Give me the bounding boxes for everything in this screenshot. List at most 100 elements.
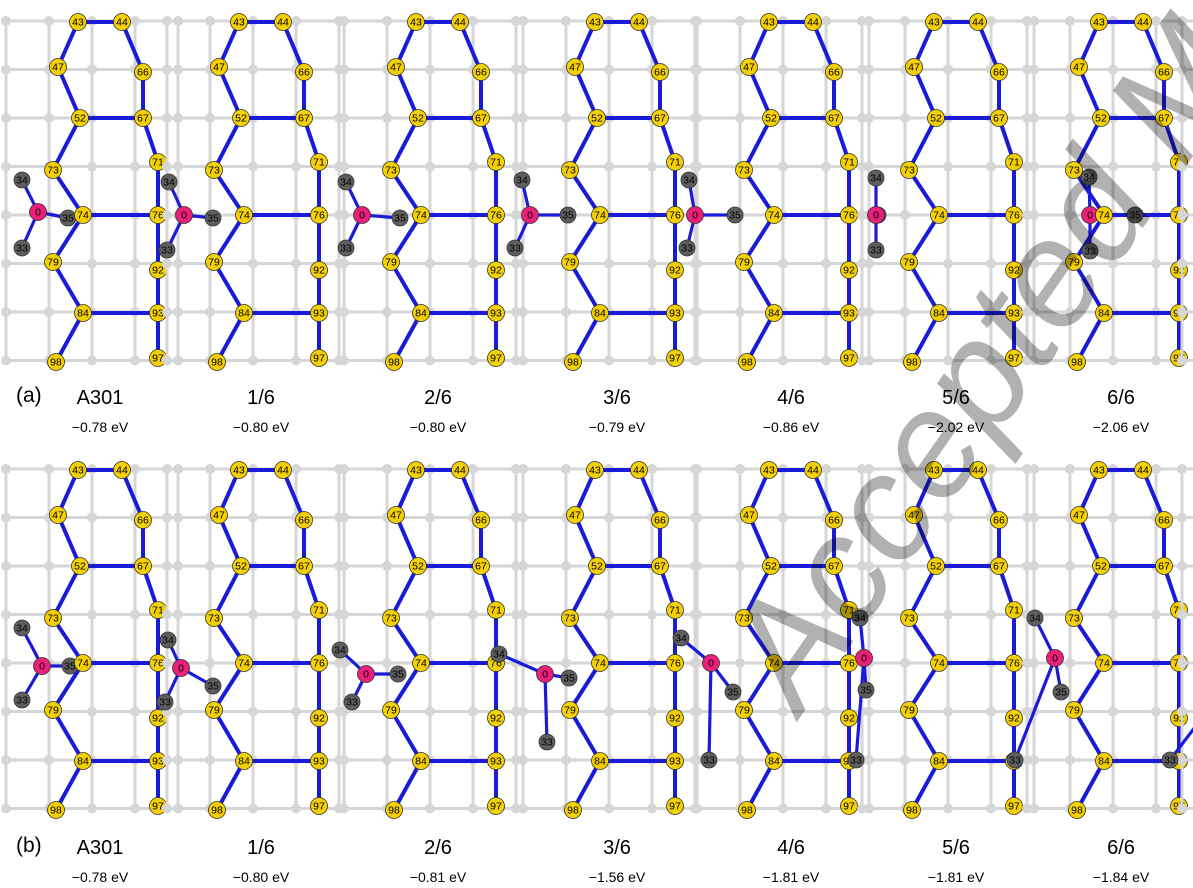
- lattice-atom: 98: [385, 801, 403, 819]
- lattice-atom-marker: [487, 601, 505, 619]
- grid-node: [821, 258, 831, 269]
- adsorbate-atom-marker: [855, 649, 873, 667]
- grid-node: [382, 561, 392, 571]
- ligand-atom: 34: [337, 173, 355, 191]
- lattice-atom-label: 76: [843, 210, 855, 222]
- adsorbate-bond: [707, 661, 713, 762]
- grid-node: [162, 16, 172, 26]
- grid-node: [1177, 113, 1187, 123]
- lattice-atom-label: 47: [213, 510, 225, 522]
- grid-node: [857, 464, 867, 474]
- lattice-atom-marker: [47, 801, 65, 819]
- adsorbate-atom-marker: [33, 657, 51, 675]
- lattice-atom-label: 98: [567, 805, 579, 817]
- ligand-atom: 33: [847, 751, 865, 769]
- ligand-atom-label: 33: [16, 695, 28, 707]
- lattice-atom-label: 79: [208, 257, 220, 269]
- grid-node: [291, 16, 301, 26]
- ligand-atom: 35: [1126, 206, 1144, 224]
- lattice-atom-marker: [451, 13, 469, 31]
- grid-node: [130, 609, 140, 620]
- grid-node: [511, 706, 521, 717]
- lattice-atom-label: 74: [415, 658, 427, 670]
- lattice-atom-marker: [990, 557, 1008, 575]
- background-grid: [339, 464, 521, 814]
- lattice-atom: 67: [472, 109, 490, 127]
- grid-node: [647, 803, 657, 814]
- lattice-atom: 71: [666, 153, 684, 171]
- lattice-atom-marker: [205, 253, 223, 271]
- lattice-atom-label: 73: [564, 165, 576, 177]
- lattice-atom-label: 52: [930, 113, 942, 125]
- lattice-bond: [976, 20, 1001, 74]
- lattice-atom-label: 92: [1173, 713, 1185, 725]
- lattice-atom-label: 74: [594, 658, 606, 670]
- lattice-atom: 47: [566, 506, 584, 524]
- grid-node: [382, 16, 392, 26]
- ligand-atom-marker: [1126, 206, 1144, 224]
- lattice-atom-marker: [487, 261, 505, 279]
- adsorbate-atom: 0: [867, 206, 885, 224]
- grid-node: [248, 803, 258, 814]
- lattice-atom: 67: [651, 557, 669, 575]
- ligand-atom-label: 33: [850, 755, 862, 767]
- lattice-atom-label: 92: [490, 713, 502, 725]
- lattice-atom-label: 52: [235, 561, 247, 573]
- lattice-atom: 52: [409, 557, 427, 575]
- grid-node: [162, 307, 172, 317]
- lattice-atom-label: 74: [768, 210, 780, 222]
- lattice-atom-label: 44: [633, 465, 645, 477]
- lattice-bond: [212, 168, 246, 217]
- lattice-atom: 93: [666, 752, 684, 770]
- lattice-atom: 79: [561, 701, 579, 719]
- lattice-bond: [742, 661, 776, 712]
- lattice-atom-marker: [49, 58, 67, 76]
- lattice-atom-label: 98: [211, 357, 223, 369]
- ligand-atom-label: 33: [340, 243, 352, 255]
- background-grid: [1177, 16, 1193, 366]
- adsorbate-group: 34 35 33 0: [337, 173, 409, 257]
- grid-node: [339, 16, 349, 26]
- grid-node: [561, 16, 571, 26]
- ligand-atom-marker: [513, 171, 531, 189]
- adsorbate-bond: [854, 656, 866, 762]
- lattice-atom-marker: [969, 461, 987, 479]
- lattice-atom-marker: [382, 609, 400, 627]
- ligand-atom-marker: [337, 173, 355, 191]
- lattice-atom-marker: [49, 506, 67, 524]
- ligand-atom-label: 33: [509, 243, 521, 255]
- ligand-atom-label: 33: [16, 243, 28, 255]
- grid-node: [518, 561, 528, 571]
- lattice-atom-label: 44: [116, 465, 128, 477]
- lattice-atom-marker: [1065, 253, 1083, 271]
- lattice-atom-label: 93: [313, 308, 325, 320]
- grid-node: [857, 16, 867, 26]
- panel-label: (b): [16, 834, 42, 857]
- lattice-atom-label: 47: [569, 62, 581, 74]
- lattice-bond: [212, 564, 243, 620]
- ligand-atom: 35: [559, 206, 577, 224]
- energy-label: −0.80 eV: [233, 869, 290, 885]
- lattice-atom: 43: [407, 13, 425, 31]
- grid-node: [205, 307, 215, 317]
- lattice-atom-marker: [208, 801, 226, 819]
- grid-node: [1151, 609, 1161, 620]
- lattice-atom-label: 71: [843, 157, 855, 169]
- lattice-atom-marker: [566, 506, 584, 524]
- lattice-atom: 84: [930, 752, 948, 770]
- lattice-atom-label: 76: [313, 658, 325, 670]
- lattice-atom: 66: [295, 63, 313, 81]
- grid-node: [1, 258, 11, 269]
- lattice-atom-marker: [905, 58, 923, 76]
- lattice-atom-marker: [235, 206, 253, 224]
- adsorbate-atom-marker: [29, 203, 47, 221]
- lattice-atom-label: 93: [490, 308, 502, 320]
- lattice-atom: 71: [666, 601, 684, 619]
- grid-node: [518, 307, 528, 317]
- lattice-atom-label: 66: [298, 515, 310, 527]
- adsorbate-atom: 0: [357, 665, 375, 683]
- ligand-atom-label: 34: [683, 175, 695, 187]
- ligand-atom: 33: [867, 241, 885, 259]
- grid-node: [1108, 64, 1118, 75]
